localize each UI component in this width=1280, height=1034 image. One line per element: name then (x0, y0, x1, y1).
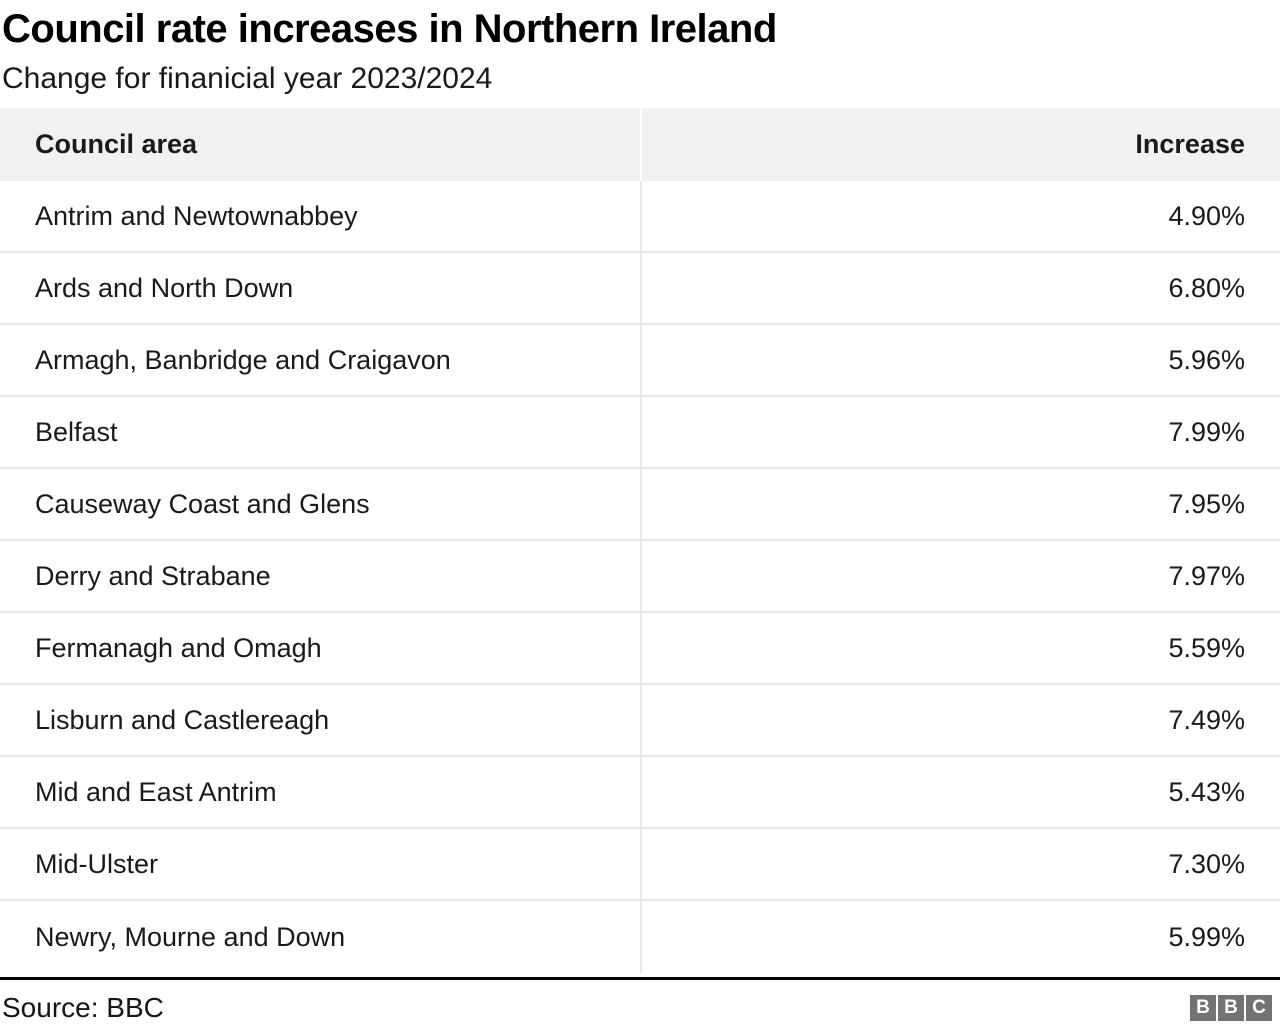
table-row: Derry and Strabane 7.97% (0, 541, 1280, 613)
table-row: Mid-Ulster 7.30% (0, 829, 1280, 901)
increase-value-cell: 4.90% (1168, 200, 1245, 231)
table-row: Mid and East Antrim 5.43% (0, 757, 1280, 829)
council-area-cell: Causeway Coast and Glens (35, 488, 370, 519)
increase-value-cell: 7.97% (1168, 560, 1245, 591)
bbc-logo-letter-c: C (1246, 995, 1272, 1021)
table-row: Lisburn and Castlereagh 7.49% (0, 685, 1280, 757)
footer: Source: BBC B B C (0, 992, 1280, 1024)
bbc-logo-letter-b2: B (1218, 995, 1244, 1021)
table-body: Antrim and Newtownabbey 4.90% Ards and N… (0, 181, 1280, 973)
increase-value-cell: 7.30% (1168, 848, 1245, 879)
bbc-logo-letter-b1: B (1190, 995, 1216, 1021)
council-area-cell: Fermanagh and Omagh (35, 632, 322, 663)
table-row: Fermanagh and Omagh 5.59% (0, 613, 1280, 685)
council-area-cell: Mid and East Antrim (35, 776, 277, 807)
footer-divider (0, 977, 1280, 980)
council-area-cell: Belfast (35, 416, 118, 447)
increase-value-cell: 7.49% (1168, 704, 1245, 735)
increase-value-cell: 7.95% (1168, 488, 1245, 519)
table-row: Belfast 7.99% (0, 397, 1280, 469)
data-table: Council area Increase Antrim and Newtown… (0, 108, 1280, 973)
increase-value-cell: 6.80% (1168, 272, 1245, 303)
table-row: Antrim and Newtownabbey 4.90% (0, 181, 1280, 253)
increase-value-cell: 5.43% (1168, 776, 1245, 807)
increase-value-cell: 5.99% (1168, 921, 1245, 952)
increase-value-cell: 5.59% (1168, 632, 1245, 663)
council-area-cell: Derry and Strabane (35, 560, 271, 591)
header-cell-council-area: Council area (0, 108, 640, 181)
table-row: Causeway Coast and Glens 7.95% (0, 469, 1280, 541)
column-header-increase: Increase (1135, 129, 1245, 159)
council-area-cell: Mid-Ulster (35, 848, 159, 879)
bbc-logo: B B C (1190, 995, 1272, 1021)
table-row: Ards and North Down 6.80% (0, 253, 1280, 325)
council-area-cell: Ards and North Down (35, 272, 294, 303)
chart-title: Council rate increases in Northern Irela… (2, 7, 777, 51)
header-cell-increase: Increase (642, 108, 1280, 181)
table-header-row: Council area Increase (0, 108, 1280, 181)
source-label: Source: BBC (2, 992, 164, 1023)
council-area-cell: Antrim and Newtownabbey (35, 200, 358, 231)
column-header-council-area: Council area (35, 129, 198, 159)
table-row: Newry, Mourne and Down 5.99% (0, 901, 1280, 973)
council-area-cell: Newry, Mourne and Down (35, 921, 346, 952)
increase-value-cell: 7.99% (1168, 416, 1245, 447)
chart-subtitle: Change for finanicial year 2023/2024 (2, 62, 493, 95)
council-area-cell: Armagh, Banbridge and Craigavon (35, 344, 451, 375)
increase-value-cell: 5.96% (1168, 344, 1245, 375)
council-area-cell: Lisburn and Castlereagh (35, 704, 330, 735)
table-row: Armagh, Banbridge and Craigavon 5.96% (0, 325, 1280, 397)
